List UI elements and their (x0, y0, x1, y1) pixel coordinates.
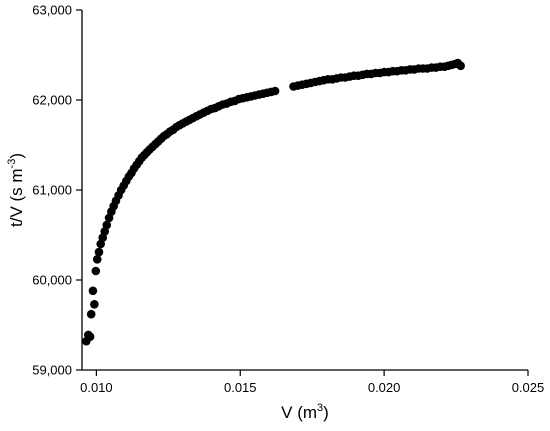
x-axis-title: V (m3) (281, 402, 329, 422)
data-point (91, 266, 101, 276)
y-tick-label: 60,000 (32, 273, 72, 288)
data-point (90, 300, 99, 309)
y-tick-label: 59,000 (32, 363, 72, 378)
data-point (102, 220, 112, 230)
data-point (456, 61, 465, 71)
x-tick-label: 0.010 (80, 380, 113, 395)
y-ticks: 59,000 60,000 61,000 62,000 63,000 (32, 3, 82, 378)
data-points (82, 58, 465, 346)
data-point (85, 332, 95, 342)
x-ticks: 0.010 0.015 0.020 0.025 (80, 370, 544, 395)
y-tick-label: 63,000 (32, 3, 72, 18)
y-axis-title: t/V (s m-3) (6, 153, 26, 227)
x-tick-label: 0.025 (512, 380, 545, 395)
x-tick-label: 0.020 (368, 380, 401, 395)
data-point (88, 286, 98, 296)
y-tick-label: 61,000 (32, 183, 72, 198)
x-tick-label: 0.015 (224, 380, 257, 395)
data-point (270, 86, 280, 96)
data-point (86, 309, 96, 319)
data-point (92, 254, 102, 264)
y-tick-label: 62,000 (32, 93, 72, 108)
data-point (94, 247, 104, 257)
